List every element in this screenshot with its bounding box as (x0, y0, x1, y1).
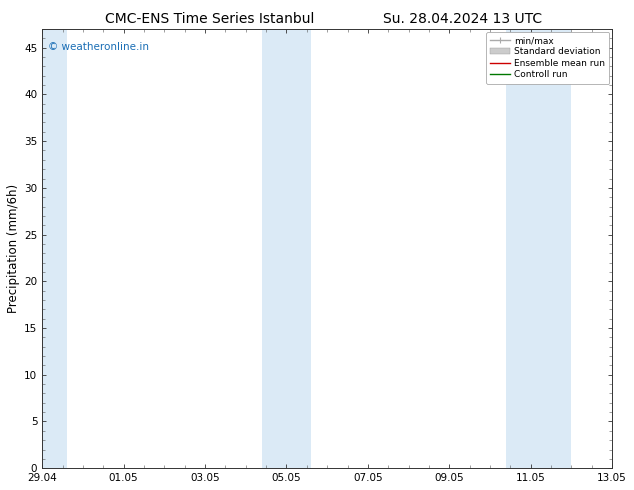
Bar (507, 29, 571, 468)
Bar (262, 29, 311, 468)
Y-axis label: Precipitation (mm/6h): Precipitation (mm/6h) (7, 184, 20, 313)
Bar (42, 29, 67, 468)
Text: © weatheronline.in: © weatheronline.in (48, 42, 149, 52)
Text: CMC-ENS Time Series Istanbul: CMC-ENS Time Series Istanbul (105, 12, 314, 26)
Text: Su. 28.04.2024 13 UTC: Su. 28.04.2024 13 UTC (384, 12, 542, 26)
Legend: min/max, Standard deviation, Ensemble mean run, Controll run: min/max, Standard deviation, Ensemble me… (486, 32, 609, 83)
